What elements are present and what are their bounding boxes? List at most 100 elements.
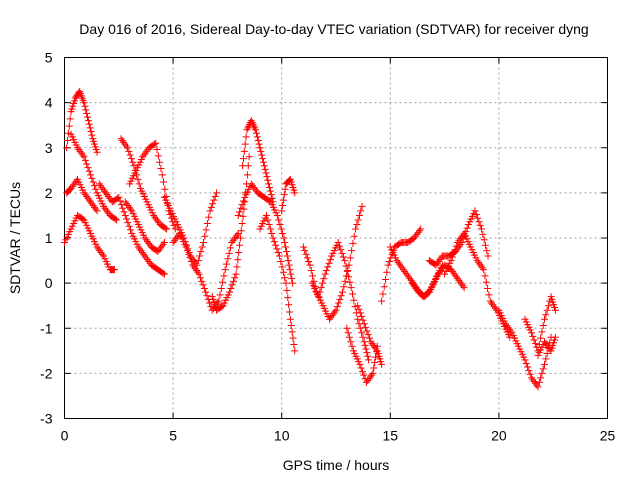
data-point xyxy=(395,260,403,268)
data-point xyxy=(485,291,493,299)
data-point xyxy=(455,276,463,284)
data-point xyxy=(539,322,547,330)
data-point xyxy=(364,352,372,360)
data-point xyxy=(67,184,75,192)
data-point xyxy=(191,265,199,273)
data-point xyxy=(97,248,105,256)
data-point xyxy=(251,185,259,193)
data-point xyxy=(368,340,376,348)
data-point xyxy=(398,264,406,272)
data-point xyxy=(92,185,100,193)
data-point xyxy=(410,234,418,242)
data-point xyxy=(346,254,354,262)
data-point xyxy=(160,239,168,247)
data-point xyxy=(65,186,73,194)
data-point xyxy=(507,327,515,335)
data-point xyxy=(538,328,546,336)
y-tick-label: 1 xyxy=(45,230,53,246)
data-point xyxy=(542,311,550,319)
data-point xyxy=(414,229,422,237)
data-points xyxy=(61,87,559,391)
data-point xyxy=(342,262,350,270)
data-point xyxy=(483,247,491,255)
data-point xyxy=(458,233,466,241)
data-point xyxy=(98,250,106,258)
data-point xyxy=(478,225,486,233)
data-point xyxy=(258,151,266,159)
data-point xyxy=(437,266,445,274)
data-point xyxy=(433,259,441,267)
data-point xyxy=(356,324,364,332)
data-point xyxy=(328,312,336,320)
data-point xyxy=(74,144,82,152)
data-point xyxy=(81,191,89,199)
data-point xyxy=(173,233,181,241)
data-point xyxy=(306,261,314,269)
data-point xyxy=(397,262,405,270)
data-point xyxy=(94,245,102,253)
data-point xyxy=(331,308,339,316)
data-point xyxy=(154,248,162,256)
data-point xyxy=(124,202,132,210)
data-point xyxy=(89,178,97,186)
data-point xyxy=(186,254,194,262)
data-point xyxy=(172,235,180,243)
data-point xyxy=(243,126,251,134)
data-point xyxy=(194,268,202,276)
data-point xyxy=(471,207,479,215)
data-point xyxy=(203,220,211,228)
data-point xyxy=(360,371,368,379)
data-point xyxy=(161,185,169,193)
data-point xyxy=(170,221,178,229)
data-point xyxy=(336,295,344,303)
data-point xyxy=(82,106,90,114)
data-point xyxy=(551,333,559,341)
data-point xyxy=(249,120,257,128)
data-point xyxy=(456,278,464,286)
data-point xyxy=(324,263,332,271)
data-point xyxy=(280,191,288,199)
data-point xyxy=(104,192,112,200)
data-point xyxy=(525,367,533,375)
data-point xyxy=(345,333,353,341)
data-point xyxy=(104,208,112,216)
data-point xyxy=(369,341,377,349)
data-point xyxy=(541,360,549,368)
data-point xyxy=(365,375,373,383)
data-point xyxy=(543,306,551,314)
data-point xyxy=(92,205,100,213)
data-point xyxy=(384,261,392,269)
data-point xyxy=(143,238,151,246)
data-point xyxy=(368,371,376,379)
data-point xyxy=(279,202,287,210)
data-point xyxy=(123,200,131,208)
data-point xyxy=(451,246,459,254)
data-point xyxy=(211,192,219,200)
data-point xyxy=(355,211,363,219)
data-point xyxy=(354,302,362,310)
data-point xyxy=(182,243,190,251)
data-point xyxy=(411,283,419,291)
data-point xyxy=(84,194,92,202)
data-point xyxy=(276,252,284,260)
data-point xyxy=(344,329,352,337)
data-point xyxy=(244,124,252,132)
data-point xyxy=(287,270,295,278)
data-point xyxy=(339,288,347,296)
data-point xyxy=(135,180,143,188)
data-point xyxy=(544,302,552,310)
data-point xyxy=(81,156,89,164)
data-point xyxy=(239,162,247,170)
data-point xyxy=(537,334,545,342)
data-point xyxy=(266,183,274,191)
data-point xyxy=(230,235,238,243)
data-point xyxy=(233,263,241,271)
data-point xyxy=(111,215,119,223)
data-point xyxy=(66,115,74,123)
data-point xyxy=(202,226,210,234)
data-point xyxy=(145,257,153,265)
data-point xyxy=(190,263,198,271)
data-point xyxy=(282,279,290,287)
data-point xyxy=(122,142,130,150)
data-point xyxy=(160,178,168,186)
